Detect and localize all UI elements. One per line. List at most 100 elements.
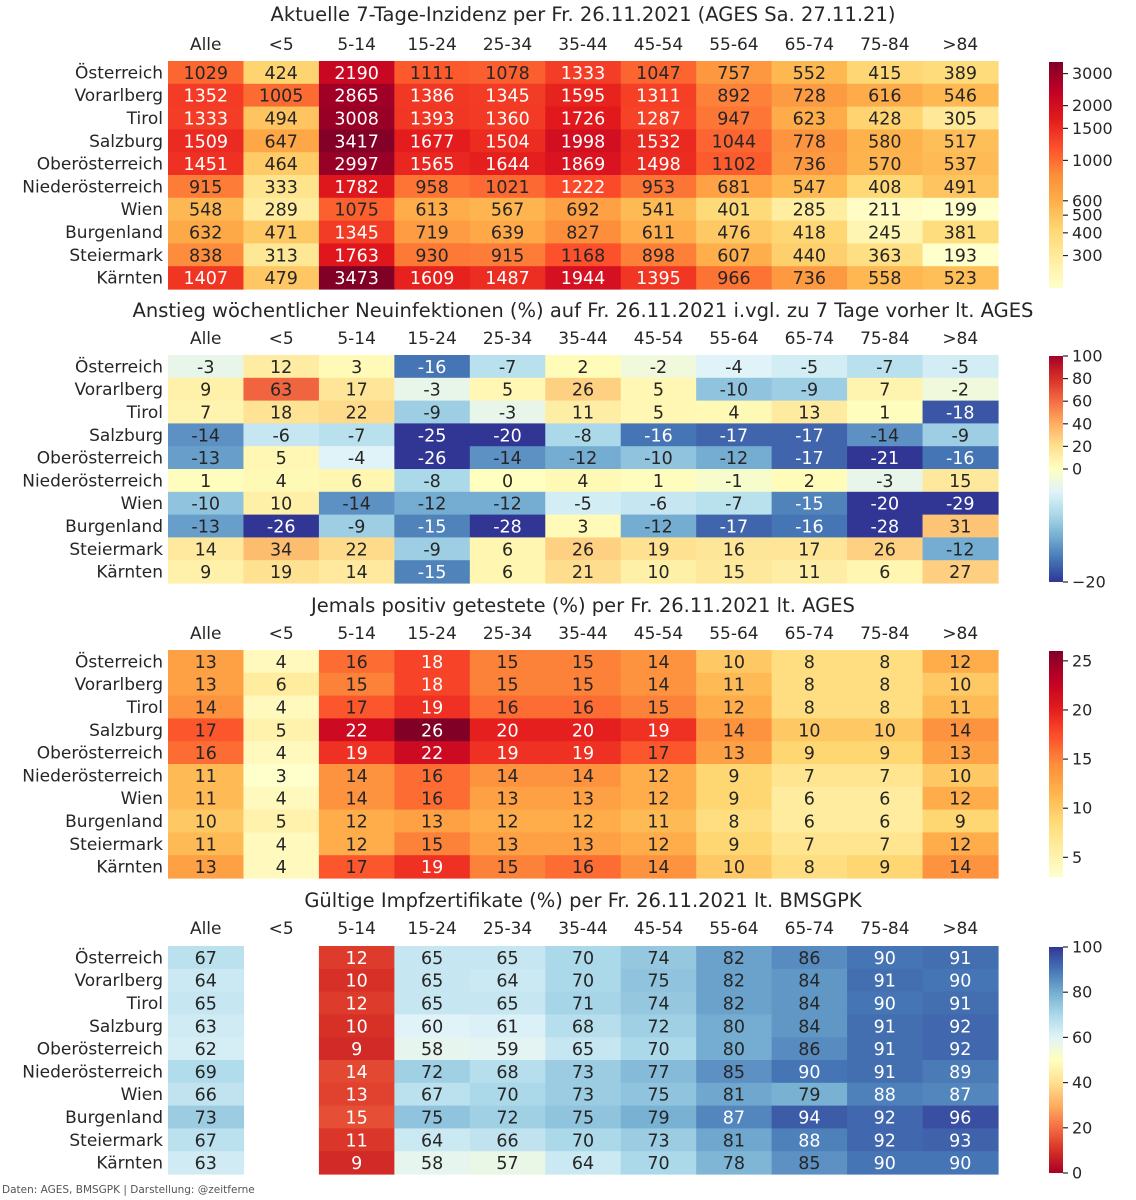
- row-label: Burgenland: [65, 223, 163, 243]
- cell-value: 9: [351, 1154, 362, 1174]
- cell-value: 14: [572, 767, 594, 787]
- heatmap-cell: [545, 968, 622, 993]
- heatmap-cell: [243, 764, 320, 788]
- cell-value: 623: [793, 110, 826, 130]
- cell-value: 73: [647, 1131, 669, 1151]
- cell-value: 12: [949, 835, 971, 855]
- heatmap-cell: [922, 243, 999, 267]
- cell-value: 245: [868, 224, 901, 244]
- colorbar-tick-label: 40: [1072, 414, 1092, 433]
- cell-value: 15: [421, 835, 443, 855]
- heatmap-cell: [620, 152, 697, 176]
- heatmap-cell: [771, 243, 848, 267]
- heatmap-cell: [243, 718, 320, 742]
- heatmap-cell: [771, 106, 848, 130]
- cell-value: 1352: [183, 87, 228, 107]
- colorbar-tick-label: 10: [1072, 799, 1092, 818]
- heatmap-cell: [771, 695, 848, 719]
- cell-value: -7: [499, 358, 516, 378]
- cell-value: 9: [804, 744, 815, 764]
- cell-value: -15: [795, 495, 824, 515]
- heatmap-cell: [168, 1082, 245, 1107]
- cell-value: 199: [944, 201, 977, 221]
- heatmap-cell: [696, 514, 773, 538]
- heatmap-cell: [394, 491, 471, 516]
- cell-value: 9: [351, 1040, 362, 1060]
- heatmap-cell: [771, 991, 848, 1015]
- heatmap-cell: [394, 400, 471, 424]
- cell-value: 4: [276, 790, 287, 810]
- colorbar-tick-label: −20: [1072, 573, 1106, 592]
- cell-value: -14: [342, 495, 371, 515]
- heatmap-cell: [696, 400, 773, 424]
- heatmap-cell: [922, 220, 999, 244]
- heatmap-cell: [771, 560, 848, 584]
- cell-value: -26: [418, 449, 447, 469]
- heatmap-cell: [545, 991, 622, 1015]
- heatmap-cell: [394, 129, 471, 153]
- heatmap-cell: [168, 560, 245, 584]
- heatmap-cell: [922, 1037, 999, 1061]
- cell-value: 898: [642, 246, 675, 266]
- heatmap-cell: [847, 266, 924, 290]
- heatmap-cell: [318, 672, 395, 697]
- heatmap-cell: [469, 1105, 546, 1129]
- heatmap-cell: [545, 83, 622, 108]
- column-label: 25-34: [483, 35, 532, 55]
- heatmap-cell: [922, 197, 999, 222]
- cell-value: 14: [345, 790, 367, 810]
- heatmap-cell: [771, 355, 848, 379]
- heatmap-cell: [847, 1014, 924, 1038]
- cell-value: 12: [270, 358, 292, 378]
- colorbar-tick-label: 3000: [1072, 64, 1113, 83]
- heatmap-cell: [243, 832, 320, 856]
- cell-value: 1005: [259, 87, 304, 107]
- heatmap-cell: [620, 650, 697, 674]
- heatmap-cell: [318, 650, 395, 674]
- cell-value: 92: [949, 1040, 971, 1060]
- cell-value: 10: [195, 813, 217, 833]
- cell-value: 1111: [410, 64, 455, 84]
- cell-value: 548: [189, 201, 222, 221]
- cell-value: 70: [496, 1086, 518, 1106]
- heatmap-panel-4: Gültige Impfzertifikate (%) per Fr. 26.1…: [22, 889, 1102, 1183]
- cell-value: 91: [874, 1017, 896, 1037]
- row-label: Vorarlberg: [74, 675, 163, 695]
- heatmap-cell: [771, 537, 848, 561]
- heatmap-cell: [922, 129, 999, 153]
- heatmap-cell: [318, 175, 395, 199]
- cell-value: 14: [195, 699, 217, 719]
- cell-value: 22: [345, 404, 367, 424]
- cell-value: 616: [868, 87, 901, 107]
- heatmap-cell: [168, 537, 245, 561]
- heatmap-cell: [545, 469, 622, 493]
- row-label: Niederösterreich: [22, 177, 163, 197]
- cell-value: 17: [195, 721, 217, 741]
- heatmap-cell: [922, 650, 999, 674]
- column-label: 45-54: [634, 329, 683, 349]
- cell-value: 1345: [334, 224, 379, 244]
- cell-value: 7: [879, 381, 890, 401]
- heatmap-cell: [394, 514, 471, 538]
- heatmap-cell: [318, 355, 395, 379]
- cell-value: -12: [493, 495, 522, 515]
- cell-value: 13: [345, 1086, 367, 1106]
- heatmap-cell: [469, 446, 546, 470]
- cell-value: 13: [195, 676, 217, 696]
- heatmap-cell: [545, 355, 622, 379]
- cell-value: -7: [725, 495, 742, 515]
- cell-value: 728: [793, 87, 826, 107]
- cell-value: 12: [345, 813, 367, 833]
- heatmap-cell: [394, 1151, 471, 1175]
- cell-value: -15: [418, 563, 447, 583]
- heatmap-cell: [847, 650, 924, 674]
- cell-value: 91: [949, 949, 971, 969]
- cell-value: 75: [647, 972, 669, 992]
- heatmap-cell: [168, 855, 245, 879]
- cell-value: 546: [944, 87, 977, 107]
- heatmap-cell: [168, 129, 245, 153]
- heatmap-cell: [922, 764, 999, 788]
- heatmap-cell: [394, 61, 471, 85]
- cell-value: 58: [421, 1154, 443, 1174]
- heatmap-cell: [847, 1060, 924, 1084]
